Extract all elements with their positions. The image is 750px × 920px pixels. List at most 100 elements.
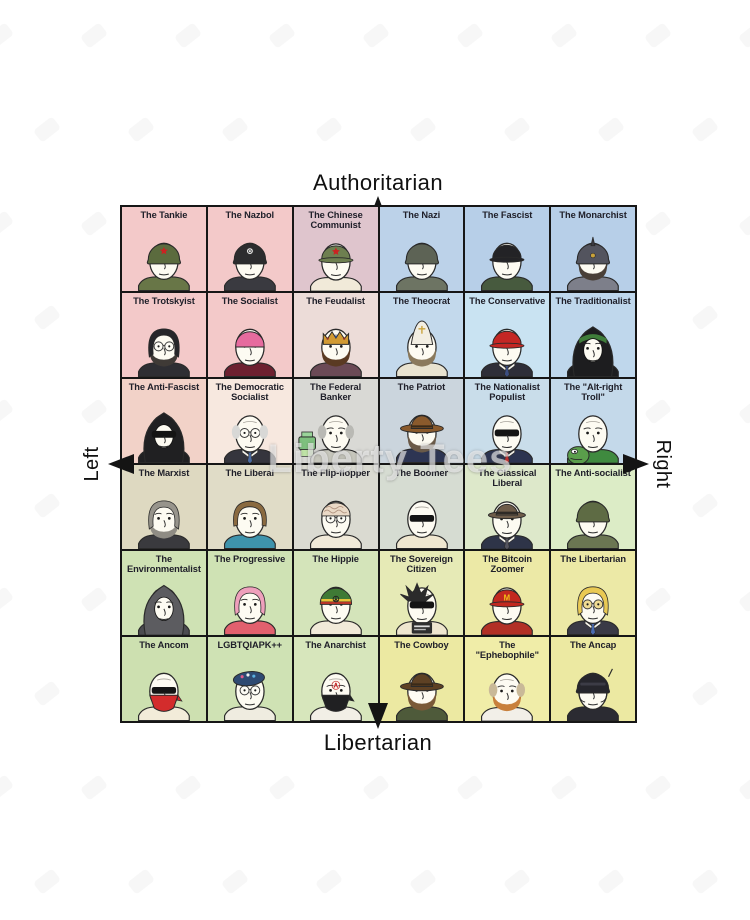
watermark-tile bbox=[737, 22, 750, 49]
cell-art bbox=[294, 307, 378, 377]
compass-cell-democratic-socialist: The Democratic Socialist bbox=[207, 379, 292, 463]
watermark-tile bbox=[455, 22, 485, 49]
watermark-tile bbox=[690, 492, 720, 519]
watermark-tile bbox=[32, 868, 62, 895]
compass-cell-theocrat: The Theocrat bbox=[379, 293, 464, 377]
compass-cell-flip-flopper: The Flip-flopper bbox=[293, 465, 378, 549]
compass-cell-nazi: The Nazi bbox=[379, 207, 464, 291]
compass-cell-classical-liberal: The Classical Liberal bbox=[465, 465, 550, 549]
compass-cell-liberal: The Liberal bbox=[207, 465, 292, 549]
watermark-tile bbox=[0, 586, 15, 613]
cell-label: The Chinese Communist bbox=[308, 210, 363, 231]
traditionalist-wojak-icon bbox=[567, 326, 620, 377]
compass-cell-bitcoin-zoomer: The Bitcoin Zoomer M bbox=[465, 551, 550, 635]
compass-cell-socialist: The Socialist bbox=[207, 293, 292, 377]
watermark-tile bbox=[32, 492, 62, 519]
compass-cell-federal-banker: The Federal Banker bbox=[293, 379, 378, 463]
cell-label: The Environmentalist bbox=[127, 554, 201, 575]
compass-cell-cowboy: The Cowboy bbox=[379, 637, 464, 721]
cell-art bbox=[465, 490, 549, 549]
cell-label: The Marxist bbox=[138, 468, 190, 478]
cell-label: The Boomer bbox=[394, 468, 449, 478]
compass-cell-monarchist: The Monarchist bbox=[551, 207, 635, 291]
watermark-tile bbox=[126, 868, 156, 895]
flip-flopper-wojak-icon bbox=[309, 501, 362, 549]
cell-label: The Trotskyist bbox=[133, 296, 195, 306]
federal-banker-wojak-icon bbox=[298, 415, 362, 463]
compass-cell-tankie: The Tankie bbox=[122, 207, 206, 291]
watermark-tile bbox=[643, 210, 673, 237]
compass-cell-anti-fascist: The Anti-Fascist bbox=[122, 379, 206, 463]
axis-arrow-down-icon bbox=[368, 703, 388, 729]
anarchist-wojak-icon: Ⓐ bbox=[309, 673, 362, 721]
cell-art bbox=[208, 221, 292, 291]
nazi-wojak-icon bbox=[395, 243, 448, 291]
progressive-wojak-icon bbox=[223, 586, 276, 635]
compass-cell-libertarian: The Libertarian bbox=[551, 551, 635, 635]
watermark-tile bbox=[690, 304, 720, 331]
cell-art bbox=[122, 576, 206, 635]
cell-label: The Fascist bbox=[482, 210, 533, 220]
ancap-wojak-icon bbox=[567, 669, 620, 721]
compass-cell-nazbol: The Nazbol bbox=[207, 207, 292, 291]
cell-label: The Classical Liberal bbox=[478, 468, 537, 489]
alt-right-troll-wojak-icon bbox=[567, 415, 620, 463]
compass-cell-patriot: The Patriot bbox=[379, 379, 464, 463]
cell-label: The Monarchist bbox=[559, 210, 627, 220]
feudalist-wojak-icon bbox=[309, 329, 362, 377]
cowboy-wojak-icon bbox=[395, 673, 448, 721]
watermark-tile bbox=[408, 116, 438, 143]
watermark-tile bbox=[267, 22, 297, 49]
watermark-tile bbox=[690, 868, 720, 895]
socialist-wojak-icon bbox=[223, 329, 276, 377]
monarchist-wojak-icon bbox=[567, 237, 620, 291]
compass-cell-traditionalist: The Traditionalist bbox=[551, 293, 635, 377]
watermark-tile bbox=[737, 586, 750, 613]
cell-label: The "Alt-right Troll" bbox=[563, 382, 623, 403]
compass-cell-boomer: The Boomer bbox=[379, 465, 464, 549]
watermark-tile bbox=[502, 116, 532, 143]
cell-art bbox=[294, 565, 378, 635]
compass-cell-conservative: The Conservative bbox=[465, 293, 550, 377]
watermark-tile bbox=[314, 116, 344, 143]
cell-art bbox=[465, 662, 549, 721]
cell-label: The Liberal bbox=[225, 468, 274, 478]
cell-label: The Nationalist Populist bbox=[474, 382, 540, 403]
watermark-tile bbox=[220, 116, 250, 143]
axis-label-left: Left bbox=[80, 446, 103, 482]
axis-label-libertarian: Libertarian bbox=[323, 730, 433, 755]
cell-label: The Federal Banker bbox=[310, 382, 362, 403]
axis-label-authoritarian: Authoritarian bbox=[313, 170, 443, 195]
watermark-tile bbox=[32, 680, 62, 707]
cell-label: The "Ephebophile" bbox=[475, 640, 539, 661]
cell-art bbox=[294, 232, 378, 291]
sovereign-citizen-wojak-icon bbox=[395, 582, 448, 635]
classical-liberal-wojak-icon bbox=[481, 501, 534, 549]
compass-cell-ancap: The Ancap bbox=[551, 637, 635, 721]
cell-label: The Patriot bbox=[397, 382, 446, 392]
cell-art bbox=[465, 221, 549, 291]
watermark-tile bbox=[126, 116, 156, 143]
cell-art bbox=[551, 307, 635, 377]
anti-socialist-wojak-icon bbox=[567, 501, 620, 549]
watermark-tile bbox=[0, 774, 15, 801]
watermark-tile bbox=[408, 868, 438, 895]
liberal-wojak-icon bbox=[223, 501, 276, 549]
cell-label: The Libertarian bbox=[560, 554, 626, 564]
cell-art bbox=[122, 393, 206, 463]
watermark-tile bbox=[267, 774, 297, 801]
compass-cell-sovereign-citizen: The Sovereign Citizen bbox=[379, 551, 464, 635]
cell-art bbox=[465, 404, 549, 463]
compass-cell-fascist: The Fascist bbox=[465, 207, 550, 291]
watermark-tile bbox=[79, 210, 109, 237]
trotskyist-wojak-icon bbox=[137, 328, 190, 377]
cell-art bbox=[551, 479, 635, 549]
compass-cell-anti-socialist: The Anti-socialist bbox=[551, 465, 635, 549]
patriot-wojak-icon bbox=[395, 415, 448, 463]
nazbol-wojak-icon bbox=[223, 243, 276, 291]
tankie-wojak-icon bbox=[137, 243, 190, 291]
cell-label: The Conservative bbox=[469, 296, 546, 306]
cell-art bbox=[380, 307, 464, 377]
watermark-tile bbox=[737, 398, 750, 425]
ancom-wojak-icon bbox=[137, 673, 190, 721]
